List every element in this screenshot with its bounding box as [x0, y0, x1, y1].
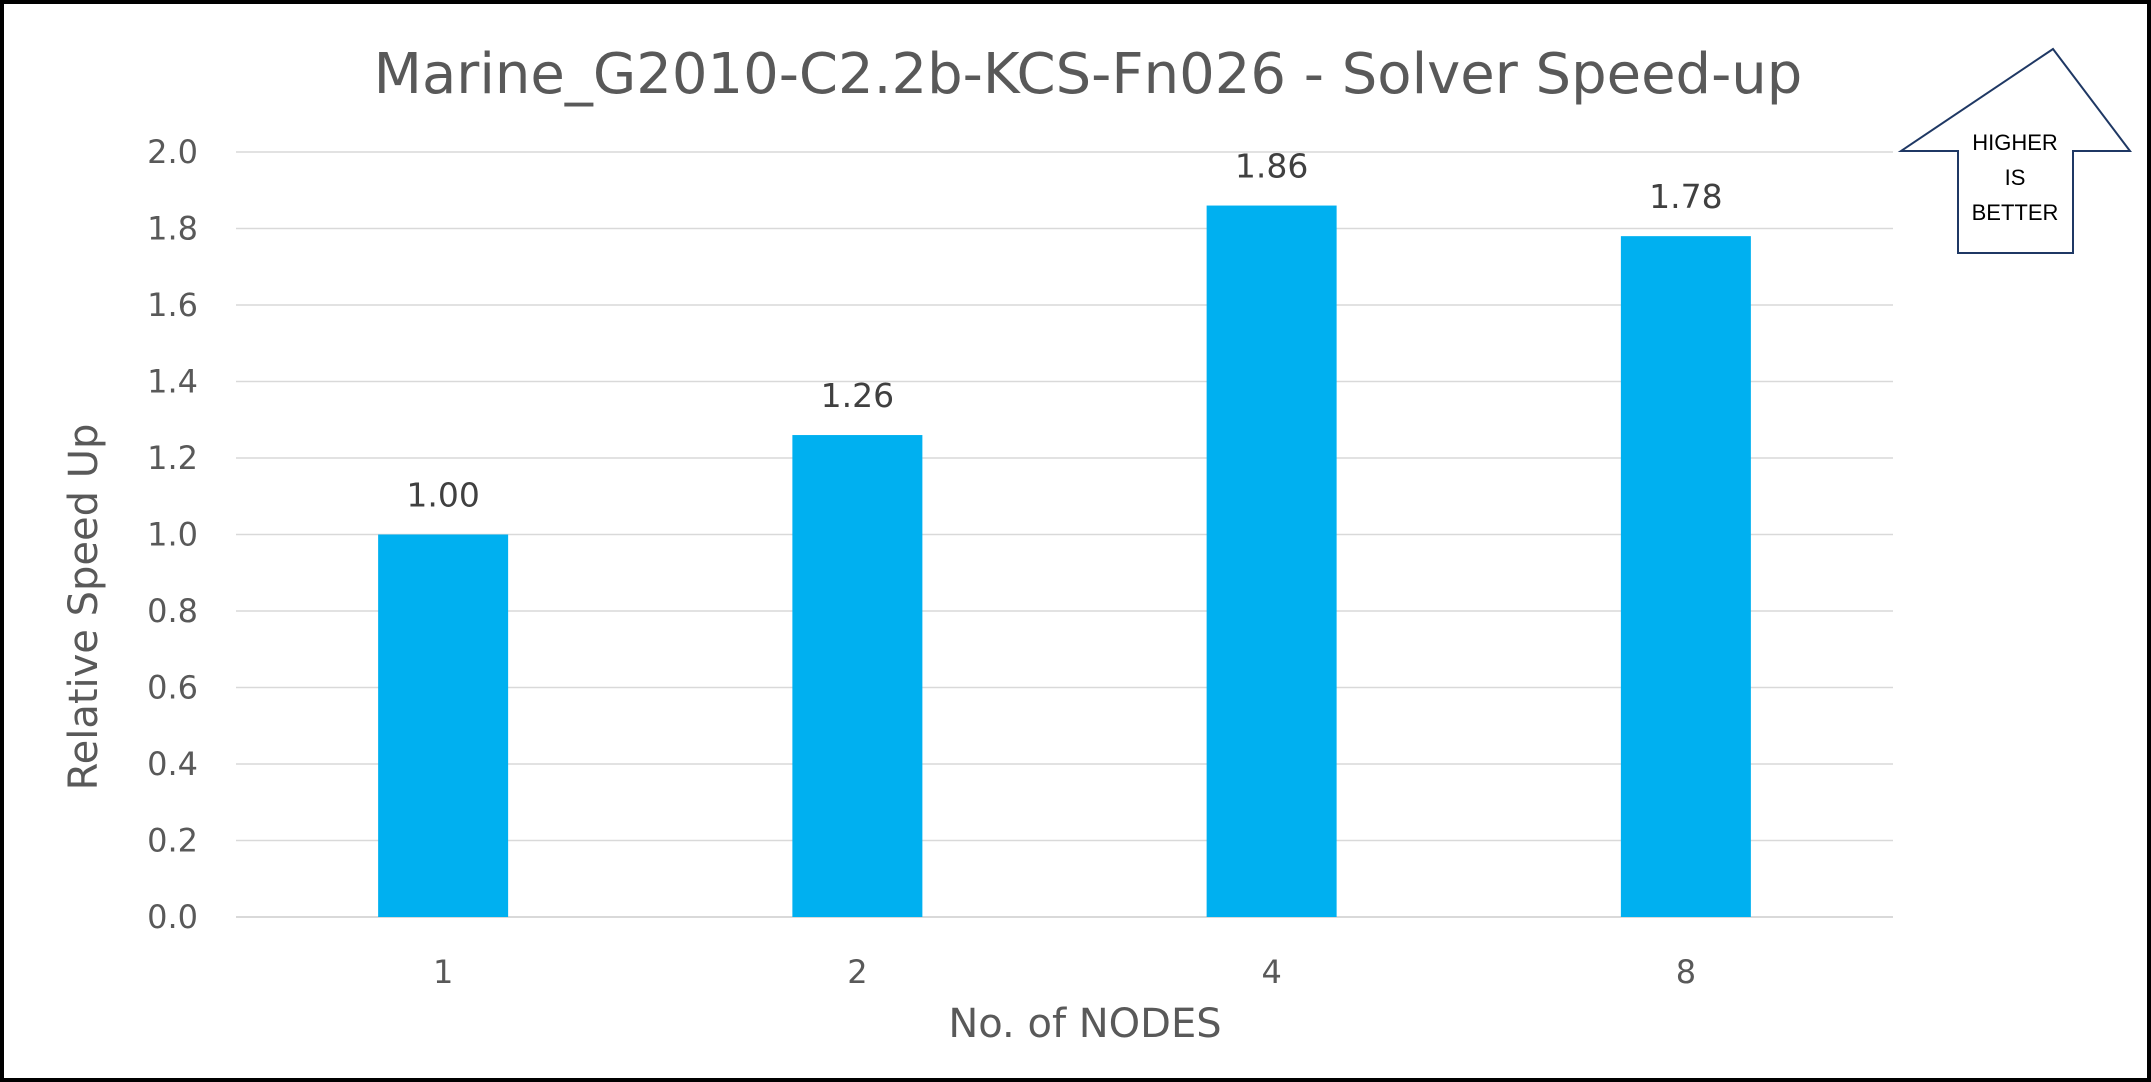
x-tick-label: 4: [1261, 953, 1281, 991]
y-tick-label: 1.6: [147, 286, 198, 324]
x-axis-title: No. of NODES: [948, 1001, 1221, 1047]
callout-line-2: IS: [2005, 165, 2026, 190]
bar-1: [378, 534, 509, 917]
bar-4: [1206, 205, 1337, 918]
x-axis-ticks: 1 2 4 8: [433, 953, 1696, 991]
y-axis-title: Relative Speed Up: [61, 424, 107, 791]
callout-line-3: BETTER: [1972, 200, 2059, 225]
bar-8: [1620, 236, 1751, 917]
y-tick-label: 0.6: [147, 669, 198, 707]
y-tick-label: 1.4: [147, 363, 198, 401]
data-label-8: 1.78: [1649, 177, 1722, 216]
bar-2: [792, 435, 923, 917]
y-tick-label: 1.2: [147, 439, 198, 477]
chart-title: Marine_G2010-C2.2b-KCS-Fn026 - Solver Sp…: [374, 42, 1803, 107]
x-tick-label: 2: [847, 953, 867, 991]
up-arrow-icon: [1897, 47, 2133, 254]
data-labels: 1.00 1.26 1.86 1.78: [406, 147, 1722, 515]
y-axis-ticks: 0.0 0.2 0.4 0.6 0.8 1.0 1.2 1.4 1.6 1.8 2.0: [147, 133, 198, 936]
y-tick-label: 2.0: [147, 133, 198, 171]
x-tick-label: 1: [433, 953, 453, 991]
gridlines: [236, 151, 1893, 918]
higher-is-better-callout: HIGHER IS BETTER: [1897, 47, 2133, 254]
data-label-2: 1.26: [821, 376, 894, 415]
y-tick-label: 0.8: [147, 592, 198, 630]
y-tick-label: 1.0: [147, 516, 198, 554]
y-tick-label: 1.8: [147, 210, 198, 248]
x-tick-label: 8: [1676, 953, 1696, 991]
y-tick-label: 0.2: [147, 822, 198, 860]
data-label-4: 1.86: [1235, 147, 1308, 186]
callout-line-1: HIGHER: [1972, 130, 2058, 155]
y-tick-label: 0.0: [147, 898, 198, 936]
y-tick-label: 0.4: [147, 745, 198, 783]
data-label-1: 1.00: [406, 476, 479, 515]
bars: [378, 205, 1751, 918]
